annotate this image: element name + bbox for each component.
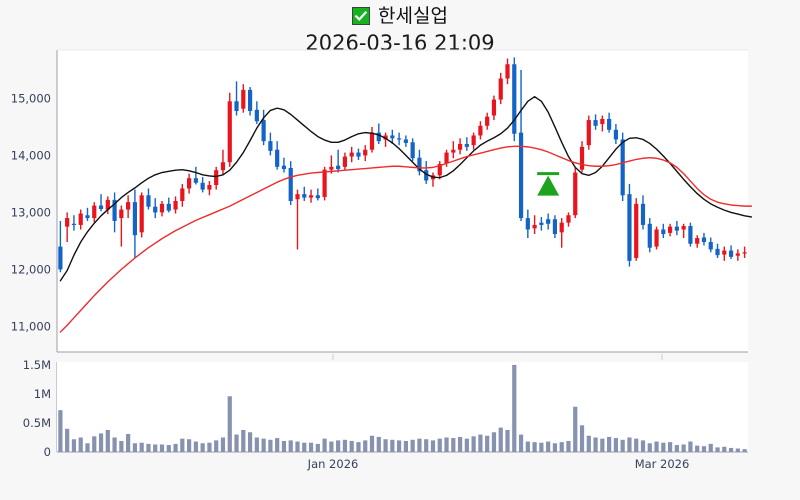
- svg-text:14,000: 14,000: [11, 148, 51, 162]
- axis-tick-labels: 15,000 14,000 13,000 12,000 11,000 1.5M 1M 0.5M…: [11, 91, 690, 471]
- page-title: 한세실업: [378, 5, 448, 27]
- green-check-icon: [352, 7, 371, 25]
- svg-text:1.5M: 1.5M: [23, 358, 51, 372]
- svg-text:11,000: 11,000: [11, 319, 51, 333]
- svg-text:Jan 2026: Jan 2026: [307, 457, 359, 471]
- svg-text:15,000: 15,000: [11, 91, 51, 105]
- svg-text:13,000: 13,000: [11, 205, 51, 219]
- svg-text:1M: 1M: [34, 387, 51, 401]
- volume-panel: [57, 354, 748, 453]
- buy-signal-marker: [537, 172, 560, 196]
- price-panel: [56, 49, 753, 452]
- svg-text:0: 0: [44, 445, 51, 459]
- svg-text:Mar 2026: Mar 2026: [635, 457, 690, 471]
- svg-text:0.5M: 0.5M: [23, 416, 51, 430]
- title-row: 한세실업: [0, 3, 800, 29]
- svg-text:12,000: 12,000: [11, 262, 51, 276]
